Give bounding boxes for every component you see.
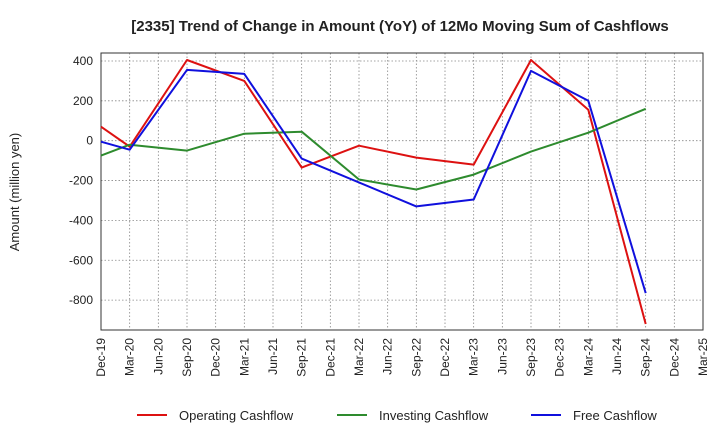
x-tick-label: Mar-22 bbox=[352, 338, 366, 376]
series-line-1 bbox=[100, 107, 647, 191]
x-tick-label: Jun-24 bbox=[610, 338, 624, 375]
y-tick-label: 0 bbox=[86, 134, 93, 148]
x-tick-label: Jun-20 bbox=[151, 338, 165, 375]
y-tick-label: -600 bbox=[69, 253, 93, 267]
x-tick-label: Sep-24 bbox=[639, 338, 653, 377]
x-tick-label: Jun-23 bbox=[495, 338, 509, 375]
y-axis-label: Amount (million yen) bbox=[7, 133, 22, 252]
x-tick-label: Dec-22 bbox=[438, 338, 452, 377]
legend: Operating Cashflow Investing Cashflow Free… bbox=[137, 408, 657, 423]
y-tick-label: 400 bbox=[73, 54, 93, 68]
x-ticks: Dec-19 Mar-20 Jun-20 Sep-20 Dec-20 Mar-21 Jun-… bbox=[94, 338, 710, 377]
x-tick-label: Sep-21 bbox=[295, 338, 309, 377]
x-tick-label: Dec-21 bbox=[323, 338, 337, 377]
grid bbox=[100, 53, 704, 330]
x-tick-label: Sep-22 bbox=[409, 338, 423, 377]
x-tick-label: Jun-21 bbox=[266, 338, 280, 375]
y-tick-label: -200 bbox=[69, 174, 93, 188]
x-tick-label: Mar-25 bbox=[696, 338, 710, 376]
x-tick-label: Mar-24 bbox=[581, 338, 595, 376]
legend-label-2: Free Cashflow bbox=[573, 408, 657, 423]
x-tick-label: Mar-20 bbox=[123, 338, 137, 376]
x-tick-label: Sep-23 bbox=[524, 338, 538, 377]
plot-frame bbox=[100, 52, 704, 331]
chart-title: [2335] Trend of Change in Amount (YoY) o… bbox=[131, 18, 669, 35]
x-tick-label: Mar-23 bbox=[467, 338, 481, 376]
series-line-0 bbox=[100, 59, 647, 325]
y-ticks: 400 200 0 -200 -400 -600 -800 bbox=[69, 54, 93, 307]
x-tick-label: Sep-20 bbox=[180, 338, 194, 377]
y-tick-label: 200 bbox=[73, 94, 93, 108]
series-layer bbox=[100, 59, 647, 325]
x-tick-label: Dec-19 bbox=[94, 338, 108, 377]
x-tick-label: Dec-24 bbox=[667, 338, 681, 377]
legend-label-0: Operating Cashflow bbox=[179, 408, 294, 423]
x-tick-label: Jun-22 bbox=[381, 338, 395, 375]
x-tick-label: Dec-23 bbox=[553, 338, 567, 377]
y-tick-label: -800 bbox=[69, 293, 93, 307]
series-line-2 bbox=[100, 68, 647, 294]
y-tick-label: -400 bbox=[69, 213, 93, 227]
x-tick-label: Mar-21 bbox=[237, 338, 251, 376]
legend-label-1: Investing Cashflow bbox=[379, 408, 489, 423]
x-tick-label: Dec-20 bbox=[209, 338, 223, 377]
